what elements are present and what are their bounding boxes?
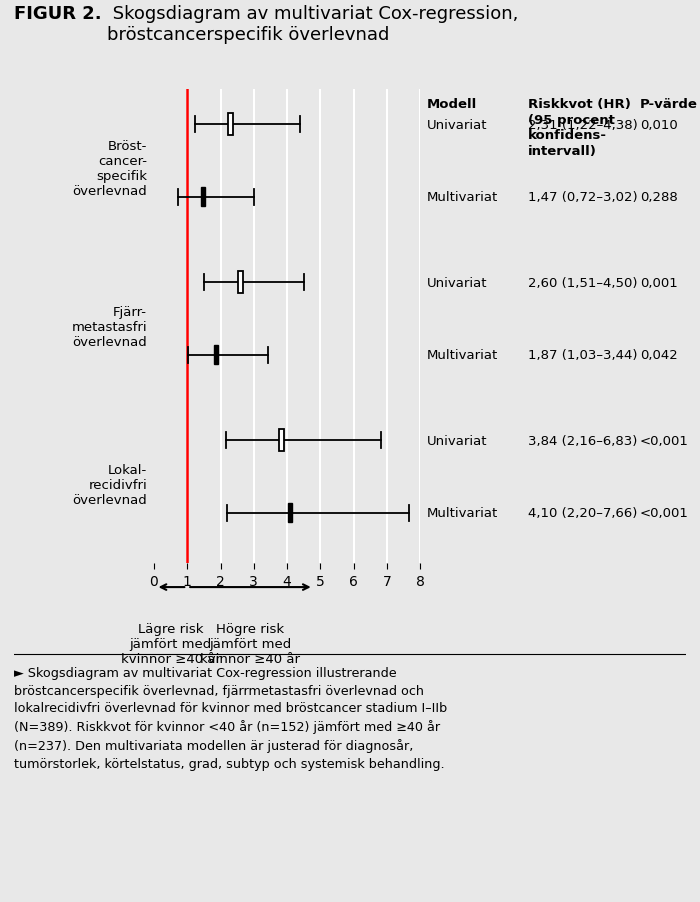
Text: Bröst-
cancer-
specifik
överlevnad: Bröst- cancer- specifik överlevnad <box>72 140 147 198</box>
Bar <box>201 189 205 207</box>
Text: Multivariat: Multivariat <box>427 349 498 362</box>
Text: P-värde: P-värde <box>640 98 698 111</box>
Text: Högre risk
jämfört med
kvinnor ≥40 år: Högre risk jämfört med kvinnor ≥40 år <box>200 622 300 665</box>
Text: Riskkvot (HR)
(95 procent
konfidens-
intervall): Riskkvot (HR) (95 procent konfidens- int… <box>528 98 631 158</box>
Text: 1,87 (1,03–3,44): 1,87 (1,03–3,44) <box>528 349 638 362</box>
Text: ► Skogsdiagram av multivariat Cox-regression illustrerande
bröstcancerspecifik ö: ► Skogsdiagram av multivariat Cox-regres… <box>14 667 447 769</box>
Text: Multivariat: Multivariat <box>427 507 498 520</box>
Text: Lokal-
recidivfri
överlevnad: Lokal- recidivfri överlevnad <box>72 464 147 506</box>
Text: FIGUR 2.: FIGUR 2. <box>14 5 101 23</box>
Text: 0,010: 0,010 <box>640 118 678 132</box>
Text: Univariat: Univariat <box>427 118 487 132</box>
Text: Univariat: Univariat <box>427 434 487 447</box>
Text: 3,84 (2,16–6,83): 3,84 (2,16–6,83) <box>528 434 638 447</box>
Bar <box>238 272 243 294</box>
Text: 0,001: 0,001 <box>640 276 678 290</box>
Text: Multivariat: Multivariat <box>427 191 498 204</box>
Text: 2,60 (1,51–4,50): 2,60 (1,51–4,50) <box>528 276 638 290</box>
Bar <box>228 114 233 136</box>
Bar <box>288 503 293 523</box>
Text: Univariat: Univariat <box>427 276 487 290</box>
Bar <box>279 429 284 452</box>
Text: 0,042: 0,042 <box>640 349 678 362</box>
Text: Skogsdiagram av multivariat Cox-regression,
bröstcancerspecifik överlevnad: Skogsdiagram av multivariat Cox-regressi… <box>106 5 518 44</box>
Text: Lägre risk
jämfört med
kvinnor ≥40 år: Lägre risk jämfört med kvinnor ≥40 år <box>120 622 220 665</box>
Text: <0,001: <0,001 <box>640 434 689 447</box>
Text: Modell: Modell <box>427 98 477 111</box>
Text: 2,31 (1,22–4,38): 2,31 (1,22–4,38) <box>528 118 638 132</box>
Text: 4,10 (2,20–7,66): 4,10 (2,20–7,66) <box>528 507 638 520</box>
Text: <0,001: <0,001 <box>640 507 689 520</box>
Text: Fjärr-
metastasfri
överlevnad: Fjärr- metastasfri överlevnad <box>71 306 147 348</box>
Text: 1,47 (0,72–3,02): 1,47 (0,72–3,02) <box>528 191 638 204</box>
Bar <box>214 345 218 364</box>
Text: 0,288: 0,288 <box>640 191 678 204</box>
